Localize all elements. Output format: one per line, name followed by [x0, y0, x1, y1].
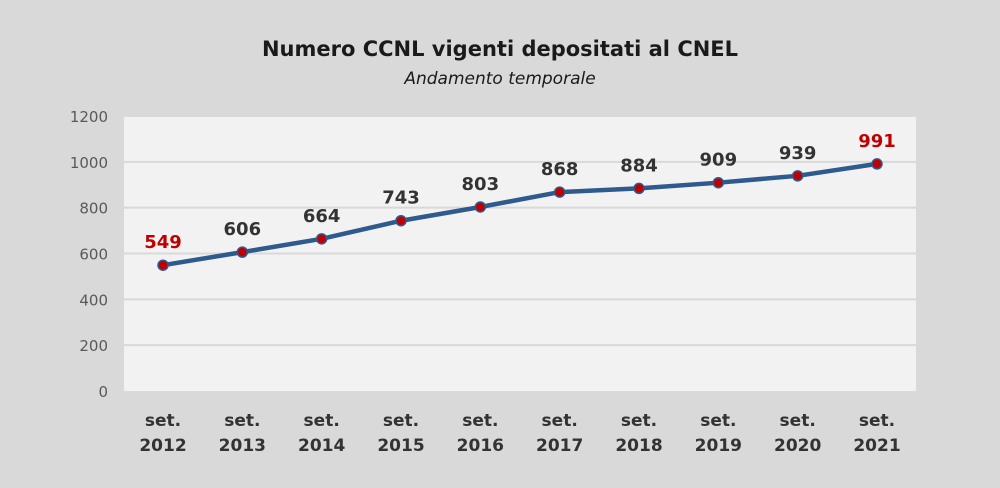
x-tick-label: 2019 [695, 436, 742, 456]
data-point [236, 246, 249, 258]
x-tick-label: 2020 [774, 436, 821, 456]
x-tick-label: set. [224, 411, 260, 431]
data-point [395, 214, 407, 227]
data-label: 868 [541, 159, 579, 180]
data-label: 549 [144, 232, 182, 253]
data-point [791, 170, 804, 182]
x-tick-label: set. [145, 411, 181, 431]
data-label: 803 [462, 174, 500, 195]
data-label: 939 [779, 143, 817, 164]
y-tick-label: 1000 [70, 154, 108, 172]
x-tick-label: 2018 [615, 436, 662, 456]
x-tick-label: 2021 [853, 436, 900, 456]
x-tick-label: 2017 [536, 436, 583, 456]
series-line [162, 161, 878, 268]
x-tick-label: set. [304, 411, 340, 431]
data-label: 884 [620, 155, 658, 176]
data-label: 664 [303, 206, 341, 227]
data-point [157, 259, 169, 271]
y-tick-label: 800 [79, 200, 108, 218]
data-point [871, 158, 883, 170]
x-tick-label: set. [700, 411, 736, 431]
x-tick-label: set. [780, 411, 816, 431]
chart-subtitle: Andamento temporale [404, 69, 596, 89]
data-point [553, 186, 566, 198]
data-label: 743 [382, 188, 420, 209]
data-point [712, 176, 725, 189]
y-tick-label: 1200 [70, 108, 108, 126]
data-point [474, 201, 487, 213]
x-tick-label: 2013 [219, 436, 266, 456]
x-tick-label: 2012 [139, 436, 186, 456]
x-tick-label: set. [383, 411, 419, 431]
x-tick-label: set. [621, 411, 657, 431]
y-tick-label: 0 [98, 383, 108, 401]
x-tick-label: 2015 [377, 436, 424, 456]
x-tick-label: set. [542, 411, 578, 431]
data-label: 606 [224, 219, 262, 240]
y-tick-label: 400 [79, 291, 108, 309]
data-label: 991 [858, 131, 896, 152]
data-point [315, 233, 328, 245]
x-tick-label: 2016 [457, 436, 504, 456]
y-tick-label: 600 [79, 246, 108, 264]
data-label: 909 [700, 150, 738, 171]
chart-title: Numero CCNL vigenti depositati al CNEL [261, 37, 739, 61]
x-tick-label: 2014 [298, 436, 345, 456]
x-tick-label: set. [462, 411, 498, 431]
y-tick-label: 200 [79, 337, 108, 355]
x-tick-label: set. [859, 411, 895, 431]
data-point [633, 182, 645, 195]
